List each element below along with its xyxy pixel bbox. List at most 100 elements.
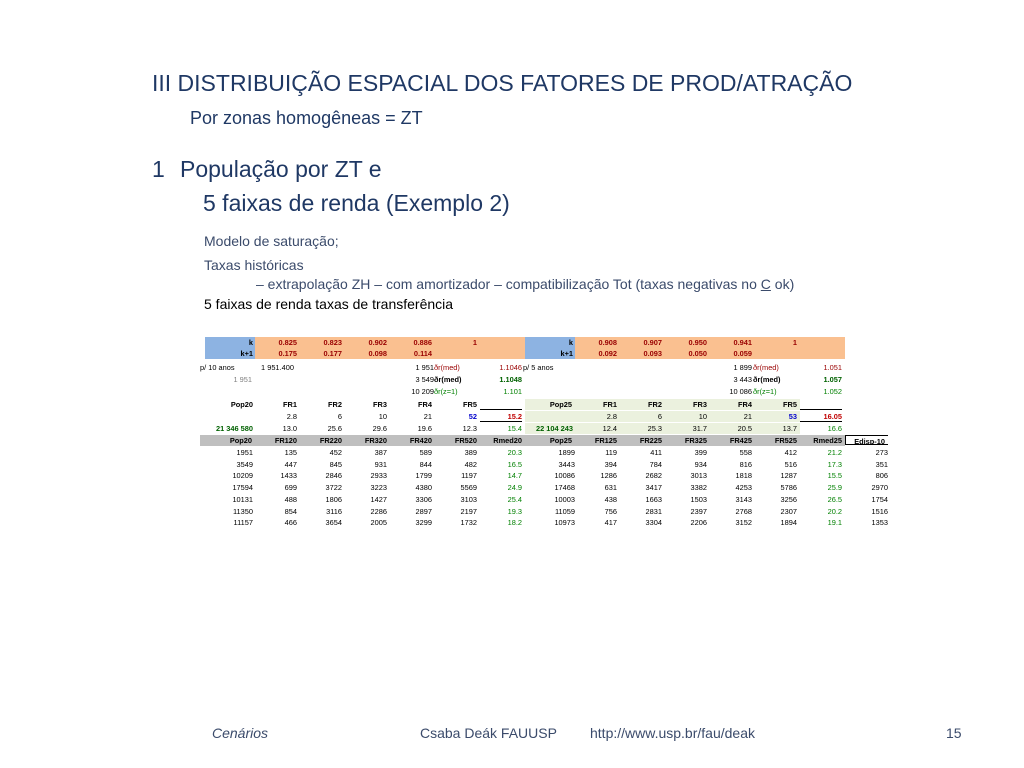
- table-cell: 119: [605, 448, 617, 457]
- table-cell: 3654: [325, 518, 342, 528]
- table-cell: 4380: [415, 483, 432, 493]
- table-row-p10: p/ 10 anos 1 951.400 1 951 ðr(med) 1.104…: [200, 362, 892, 373]
- cell: 0.902: [345, 337, 390, 348]
- table-cell: 351: [875, 459, 888, 469]
- cell: FR2: [328, 400, 342, 409]
- table-cell: 18.2: [507, 518, 522, 528]
- table-cell: 135: [284, 448, 297, 457]
- cell: p/ 5 anos: [523, 363, 554, 372]
- cell: 22 104 243: [525, 423, 575, 434]
- table-cell: 14.7: [507, 471, 522, 481]
- cell: ðr(z=1): [434, 387, 458, 396]
- table-cell: 3103: [460, 494, 477, 504]
- table-cell: 10086: [554, 471, 575, 481]
- cell: 1.052: [823, 387, 843, 396]
- footer-section: Cenários: [212, 725, 269, 741]
- table-row: 11350 854 3116 2286 2897 2197 19.3 11059 756 2831…: [200, 506, 892, 517]
- section-number: 1: [152, 156, 165, 182]
- table-cell: 17468: [554, 483, 575, 493]
- footer-author: Csaba Deák FAUUSP: [420, 725, 557, 741]
- table-cell: 20.2: [827, 506, 842, 516]
- table-row-k: k 0.825 0.823 0.902 0.886 1 k 0.908 0.90…: [200, 337, 892, 348]
- table-cell: 3304: [645, 518, 662, 528]
- table-cell: 438: [604, 494, 617, 504]
- table-cell: 1427: [370, 494, 387, 504]
- cell: 1.051: [823, 363, 843, 372]
- table-cell: 10209: [232, 471, 253, 481]
- cell: 6: [620, 411, 665, 422]
- cell: 0.092: [575, 348, 620, 359]
- table-row: 10131 488 1806 1427 3306 3103 25.4 10003 438 1663…: [200, 494, 892, 505]
- cell-empty: [800, 337, 845, 348]
- cell: 1 951.400: [261, 363, 294, 372]
- cell: 31.7: [665, 423, 710, 434]
- cell: 0.059: [710, 348, 755, 359]
- cell: FR1: [283, 400, 297, 409]
- table-cell: 26.5: [827, 494, 842, 504]
- cell: 1.057: [823, 375, 843, 384]
- table-cell: 1516: [871, 506, 888, 516]
- bullet-modelo: Modelo de saturação;: [204, 233, 339, 249]
- cell: 0.823: [300, 337, 345, 348]
- cell: 10: [378, 412, 387, 421]
- header-cell: Rmed25: [800, 435, 845, 446]
- table-cell: 20.3: [507, 448, 522, 457]
- table-cell: 488: [284, 494, 297, 504]
- header-cell: FR525: [755, 435, 800, 446]
- bullet-taxas: Taxas históricas: [204, 257, 304, 273]
- section-heading-line2: 5 faixas de renda (Exemplo 2): [203, 190, 510, 216]
- table-cell: 25.4: [507, 494, 522, 504]
- table-cell: 412: [784, 448, 797, 457]
- cell: FR3: [373, 400, 387, 409]
- table-cell: 3152: [735, 518, 752, 528]
- table-cell: 417: [604, 518, 617, 528]
- cell: ðr(med): [434, 375, 462, 384]
- table-cell: 2682: [645, 471, 662, 481]
- cell: 15.4: [507, 424, 522, 433]
- table-row: 10209 1433 2846 2933 1799 1197 14.7 10086 1286 26…: [200, 470, 892, 481]
- cell: k+1: [205, 348, 255, 359]
- table-cell: 2397: [690, 506, 707, 516]
- cell: 3 549: [415, 375, 435, 384]
- table-cell: 631: [604, 483, 617, 493]
- cell: p/ 10 anos: [200, 363, 235, 372]
- extrapolacao-text: – extrapolação ZH – com amortizador – co…: [256, 276, 761, 292]
- table-row: 11157 466 3654 2005 3299 1732 18.2 10973 417 3304…: [200, 517, 892, 528]
- cell: 0.050: [665, 348, 710, 359]
- table-cell: 2286: [370, 506, 387, 516]
- table-cell: 411: [650, 448, 662, 457]
- table-cell: 447: [284, 459, 297, 469]
- table-cell: 3256: [780, 494, 797, 504]
- header-cell: Pop25: [525, 435, 575, 446]
- table-cell: 2768: [735, 506, 752, 516]
- table-cell: 1197: [461, 471, 477, 481]
- header-cell: FR225: [620, 435, 665, 446]
- cell: 0.177: [300, 348, 345, 359]
- footer-page-number: 15: [946, 725, 962, 741]
- table-cell: 10973: [554, 518, 575, 528]
- cell: 21: [710, 411, 755, 422]
- cell: 2.8: [575, 411, 620, 422]
- table-row: 17594 699 3722 3223 4380 5569 24.9 17468 631 3417…: [200, 482, 892, 493]
- cell: 15.2: [480, 411, 522, 422]
- header-cell: FR320: [345, 435, 390, 446]
- cell: 25.6: [327, 424, 342, 433]
- table-cell: 19.3: [507, 506, 522, 516]
- table-cell: 516: [784, 459, 797, 469]
- table-cell: 2005: [370, 518, 387, 528]
- table-cell: 16.5: [507, 459, 522, 469]
- slide-subtitle: Por zonas homogêneas = ZT: [190, 108, 423, 128]
- table-row-pct: 2.8 6 10 21 52 15.2 2.8 6 10 21 53 16.05: [200, 411, 892, 422]
- table-cell: 1799: [415, 471, 432, 481]
- cell: FR3: [665, 399, 710, 410]
- table-cell: 2846: [325, 471, 342, 481]
- footer-url[interactable]: http://www.usp.br/fau/deak: [590, 725, 755, 741]
- table-cell: 1899: [558, 448, 575, 457]
- cell: ðr(med): [753, 375, 781, 384]
- cell-empty: [435, 348, 525, 359]
- section-heading-line1: População por ZT e: [180, 156, 382, 182]
- table-cell: 10131: [232, 494, 253, 504]
- cell: ðr(med): [434, 363, 460, 372]
- table-cell: 3116: [326, 506, 342, 516]
- cell: 53: [755, 411, 800, 422]
